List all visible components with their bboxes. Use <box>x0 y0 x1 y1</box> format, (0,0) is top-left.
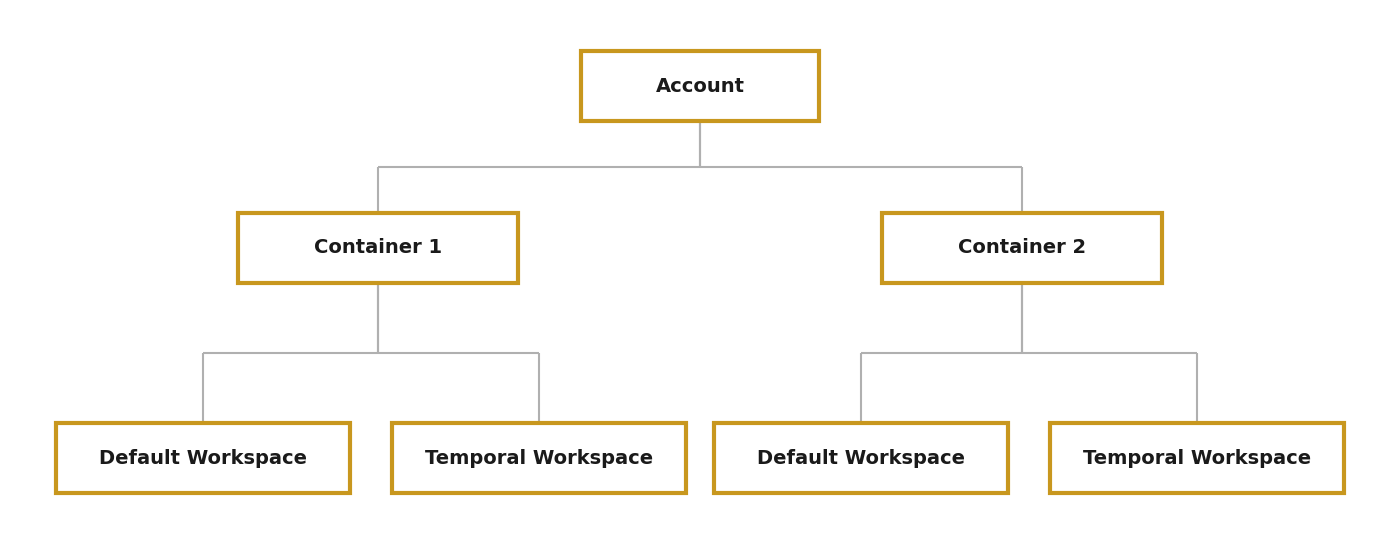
Text: Default Workspace: Default Workspace <box>757 448 965 468</box>
FancyBboxPatch shape <box>581 51 819 121</box>
Text: Container 2: Container 2 <box>958 238 1086 258</box>
Text: Temporal Workspace: Temporal Workspace <box>1084 448 1310 468</box>
Text: Account: Account <box>655 77 745 96</box>
FancyBboxPatch shape <box>1050 423 1344 493</box>
FancyBboxPatch shape <box>882 213 1162 283</box>
FancyBboxPatch shape <box>238 213 518 283</box>
Text: Default Workspace: Default Workspace <box>99 448 307 468</box>
FancyBboxPatch shape <box>392 423 686 493</box>
Text: Container 1: Container 1 <box>314 238 442 258</box>
Text: Temporal Workspace: Temporal Workspace <box>426 448 652 468</box>
FancyBboxPatch shape <box>714 423 1008 493</box>
FancyBboxPatch shape <box>56 423 350 493</box>
